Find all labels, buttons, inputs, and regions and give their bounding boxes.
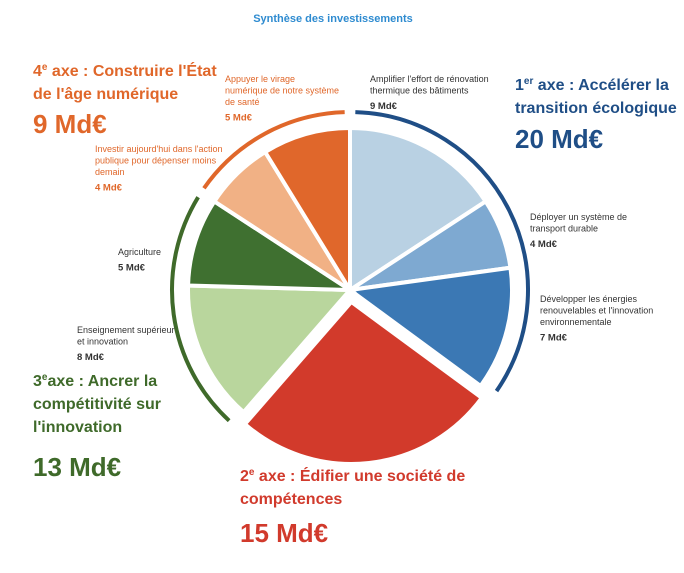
group-name: transition écologique [515,100,677,117]
group-name: compétences [240,491,342,508]
group-ordinal: 3 [33,373,42,390]
slice-label: Enseignement supérieur [77,325,175,335]
group-name-line: axe : Construire l'État [47,61,217,80]
group-value-label: 9 Md€ [33,109,107,139]
chart-title: Synthèse des investissements [253,13,413,25]
slice-label: publique pour dépenser moins [95,156,217,166]
slice-label: demain [95,167,125,177]
slice-value-label: 5 Md€ [225,113,253,124]
group-value-label: 15 Md€ [240,518,328,548]
group-arc [170,196,231,423]
slice-value-label: 4 Md€ [530,239,558,250]
group-name: 2e axe : Édifier une société de [240,466,465,485]
group-value-label: 20 Md€ [515,124,603,154]
pie-slice [348,125,489,294]
group-name: l'innovation [33,419,122,436]
slice-value-label: 7 Md€ [540,333,568,344]
slice-label: Agriculture [118,247,161,257]
slice-label: Développer les énergies [540,294,638,304]
group-ordinal: 2 [240,468,249,485]
pie-slice [262,125,352,298]
slice-label: Appuyer le virage [225,74,295,84]
group-ordinal: 4 [33,63,42,80]
group-name-line: axe : Édifier une société de [254,466,465,485]
slice-label: et innovation [77,337,128,347]
group-value-label: 13 Md€ [33,452,121,482]
group-name: compétitivité sur [33,396,161,413]
slice-label: environnementale [540,317,612,327]
slice-label: Amplifier l'effort de rénovation [370,74,489,84]
slice-label: renouvelables et l'innovation [540,306,653,316]
pie-slice [242,299,485,466]
slice-label: Investir aujourd'hui dans l'action [95,144,223,154]
group-name-line: axe : Accélérer la [533,77,669,94]
group-ordinal-suffix: e [249,467,255,478]
group-name: 3eaxe : Ancrer la [33,372,157,390]
group-name: 1er axe : Accélérer la [515,76,669,94]
group-ordinal-suffix: e [42,372,48,383]
slice-value-label: 9 Md€ [370,101,398,112]
slice-label: transport durable [530,224,598,234]
group-arc [202,110,345,190]
slice-label: thermique des bâtiments [370,86,469,96]
pie-slice [186,283,355,415]
slice-label: numérique de notre système [225,86,339,96]
group-name-line: axe : Ancrer la [47,373,157,390]
slice-label: de santé [225,97,260,107]
slice-value-label: 5 Md€ [118,263,146,274]
group-ordinal-suffix: er [524,76,534,87]
slice-value-label: 4 Md€ [95,183,123,194]
group-ordinal: 1 [515,77,524,94]
group-arc [355,110,530,393]
pie-slice [344,265,514,389]
group-name: 4e axe : Construire l'État [33,61,217,80]
slice-label: Déployer un système de [530,212,627,222]
slice-value-label: 8 Md€ [77,352,105,363]
group-name: de l'âge numérique [33,86,178,103]
group-ordinal-suffix: e [42,62,48,73]
